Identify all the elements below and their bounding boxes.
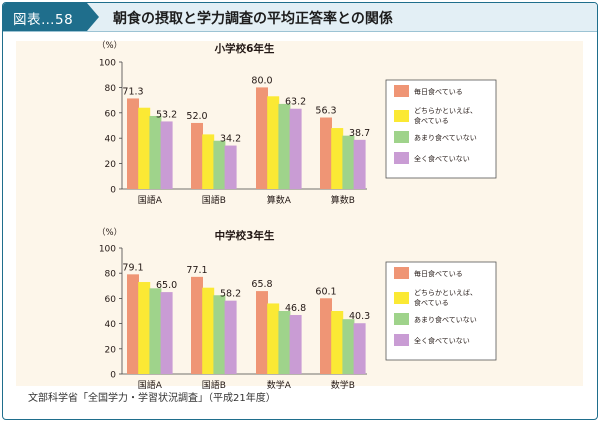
legend-label: 全く食べていない (414, 154, 470, 163)
data-label: 77.1 (186, 265, 207, 276)
bar-国語A-series-1 (127, 98, 139, 189)
y-tick-label: 40 (105, 135, 117, 145)
legend-swatch-2 (394, 292, 409, 304)
legend-swatch-4 (394, 334, 409, 346)
bar-算数B-series-1 (320, 117, 332, 189)
bar-国語B-series-3 (213, 140, 226, 189)
bar-国語A-series-4 (160, 292, 173, 374)
y-tick-label: 20 (105, 345, 117, 355)
legend-label: 毎日食べている (414, 87, 463, 96)
y-tick-label: 80 (105, 270, 117, 280)
y-tick-label: 40 (105, 320, 117, 330)
y-axis-unit: （%） (97, 40, 122, 51)
bar-算数A-series-2 (267, 96, 280, 189)
x-tick-label: 国語A (138, 379, 163, 391)
data-label: 65.8 (251, 279, 272, 290)
y-tick-label: 0 (110, 371, 116, 381)
bar-数学A-series-1 (256, 291, 268, 374)
bar-数学B-series-2 (331, 311, 344, 374)
bar-数学A-series-3 (278, 311, 291, 374)
chart-title: 中学校3年生 (215, 229, 275, 242)
figure-badge (3, 3, 99, 31)
y-tick-label: 100 (99, 59, 116, 69)
bar-国語A-series-3 (149, 115, 162, 189)
bar-国語A-series-1 (127, 274, 139, 374)
data-label: 58.2 (220, 289, 241, 300)
data-label: 46.8 (285, 303, 306, 314)
data-label: 38.7 (349, 128, 370, 139)
bar-国語A-series-3 (149, 288, 162, 374)
legend-label: どちらかといえば、 (414, 288, 477, 297)
data-label: 63.2 (285, 97, 306, 108)
legend-label: 全く食べていない (414, 336, 470, 345)
bar-国語A-series-2 (138, 282, 151, 374)
figure-header: 図表…58 朝食の摂取と学力調査の平均正答率との関係 (3, 3, 597, 32)
x-tick-label: 算数A (267, 194, 292, 206)
bar-数学B-series-3 (342, 319, 355, 374)
data-label: 71.3 (122, 86, 143, 97)
data-label: 79.1 (122, 262, 143, 273)
y-tick-label: 80 (105, 84, 117, 94)
legend-label: どちらかといえば、 (414, 106, 477, 115)
bar-算数B-series-4 (353, 139, 366, 189)
legend-swatch-1 (394, 85, 409, 97)
bar-算数B-series-3 (342, 135, 355, 189)
bar-国語B-series-3 (213, 295, 226, 374)
x-tick-label: 数学A (267, 379, 292, 391)
bar-国語A-series-2 (138, 107, 151, 189)
bar-数学B-series-1 (320, 298, 332, 374)
bar-国語B-series-1 (191, 122, 203, 189)
legend-label: あまり食べていない (414, 133, 477, 142)
data-label: 56.3 (315, 105, 336, 116)
x-tick-label: 数学B (331, 379, 355, 391)
x-tick-label: 国語A (138, 194, 163, 206)
bar-算数A-series-4 (289, 108, 302, 189)
legend-swatch-4 (394, 152, 409, 164)
x-tick-label: 国語B (202, 194, 226, 206)
legend-swatch-3 (394, 131, 409, 143)
y-axis-unit: （%） (97, 227, 122, 238)
bar-算数A-series-3 (278, 103, 291, 189)
figure-number: 図表…58 (13, 12, 74, 28)
source-note: 文部科学省「全国学力・学習状況調査」（平成21年度） (28, 393, 276, 404)
bar-数学A-series-4 (289, 315, 302, 374)
y-tick-label: 60 (105, 109, 117, 119)
bar-国語A-series-4 (160, 121, 173, 189)
y-tick-label: 0 (110, 186, 116, 196)
bar-数学A-series-2 (267, 303, 280, 374)
bar-国語B-series-2 (202, 287, 215, 374)
bar-国語B-series-2 (202, 134, 215, 189)
bar-算数A-series-1 (256, 87, 268, 189)
legend-label: 食べている (414, 116, 449, 125)
legend-label: 毎日食べている (414, 269, 463, 278)
y-tick-label: 20 (105, 160, 117, 170)
data-label: 40.3 (349, 311, 370, 322)
bar-算数B-series-2 (331, 128, 344, 189)
bar-国語B-series-4 (224, 300, 237, 374)
bar-数学B-series-4 (353, 323, 366, 374)
legend-label: 食べている (414, 298, 449, 307)
data-label: 53.2 (156, 109, 177, 120)
legend-swatch-3 (394, 313, 409, 325)
data-label: 65.0 (156, 280, 177, 291)
bar-国語B-series-1 (191, 276, 203, 374)
legend-label: あまり食べていない (414, 315, 477, 324)
figure-title: 朝食の摂取と学力調査の平均正答率との関係 (113, 11, 393, 27)
y-tick-label: 100 (99, 245, 116, 255)
data-label: 34.2 (220, 134, 241, 145)
legend-swatch-1 (394, 267, 409, 279)
x-tick-label: 算数B (331, 194, 355, 206)
chart-title: 小学校6年生 (214, 42, 275, 55)
legend-swatch-2 (394, 110, 409, 122)
x-tick-label: 国語B (202, 379, 226, 391)
data-label: 80.0 (251, 75, 272, 86)
data-label: 52.0 (186, 111, 207, 122)
y-tick-label: 60 (105, 295, 117, 305)
data-label: 60.1 (315, 286, 336, 297)
bar-国語B-series-4 (224, 145, 237, 189)
